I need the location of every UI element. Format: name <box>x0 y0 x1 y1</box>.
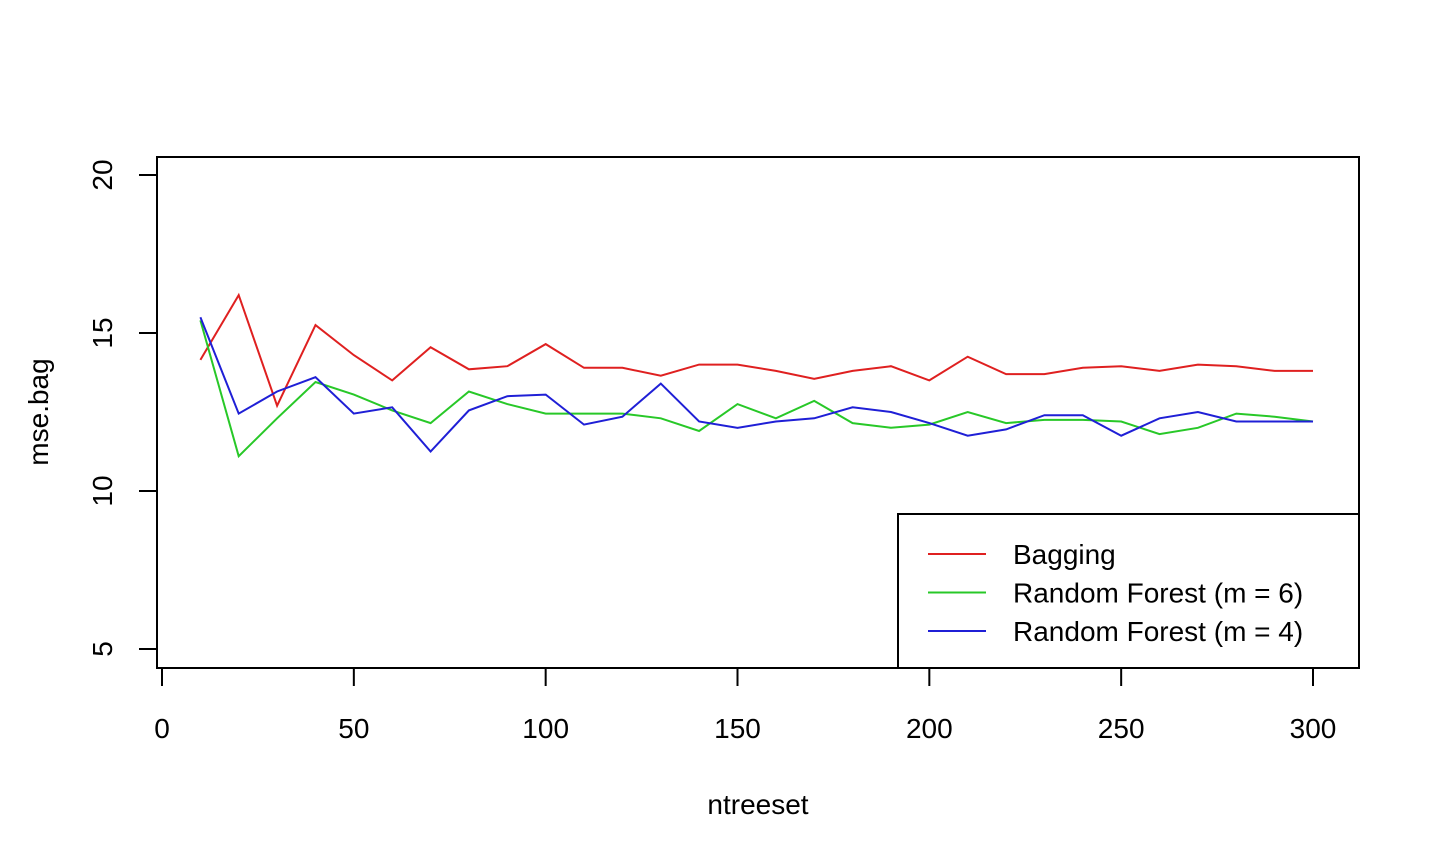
legend-label-1: Bagging <box>1013 539 1116 570</box>
x-tick-label: 0 <box>154 713 170 744</box>
x-tick-label: 300 <box>1290 713 1337 744</box>
x-tick-label: 200 <box>906 713 953 744</box>
x-axis: 0 50 100 150 200 250 300 <box>154 667 1337 744</box>
x-tick-label: 100 <box>522 713 569 744</box>
x-axis-title: ntreeset <box>707 789 808 820</box>
y-tick-label: 10 <box>87 475 118 506</box>
x-tick-label: 150 <box>714 713 761 744</box>
x-tick-label: 250 <box>1098 713 1145 744</box>
y-tick-label: 15 <box>87 317 118 348</box>
legend-box <box>897 513 1360 669</box>
y-axis: 5 10 15 20 <box>87 159 158 657</box>
y-tick-label: 20 <box>87 159 118 190</box>
series-line-1 <box>199 292 1313 409</box>
series-line-2 <box>199 320 1314 459</box>
legend-label-2: Random Forest (m = 6) <box>1013 578 1303 609</box>
y-tick-label: 5 <box>87 641 118 657</box>
series-line-3 <box>199 316 1313 453</box>
y-axis-title: mse.bag <box>23 358 54 465</box>
legend-label-3: Random Forest (m = 4) <box>1013 616 1303 647</box>
x-tick-label: 50 <box>338 713 369 744</box>
legend: Bagging Random Forest (m = 6) Random Fores… <box>897 513 1360 669</box>
series-layer <box>199 292 1314 459</box>
